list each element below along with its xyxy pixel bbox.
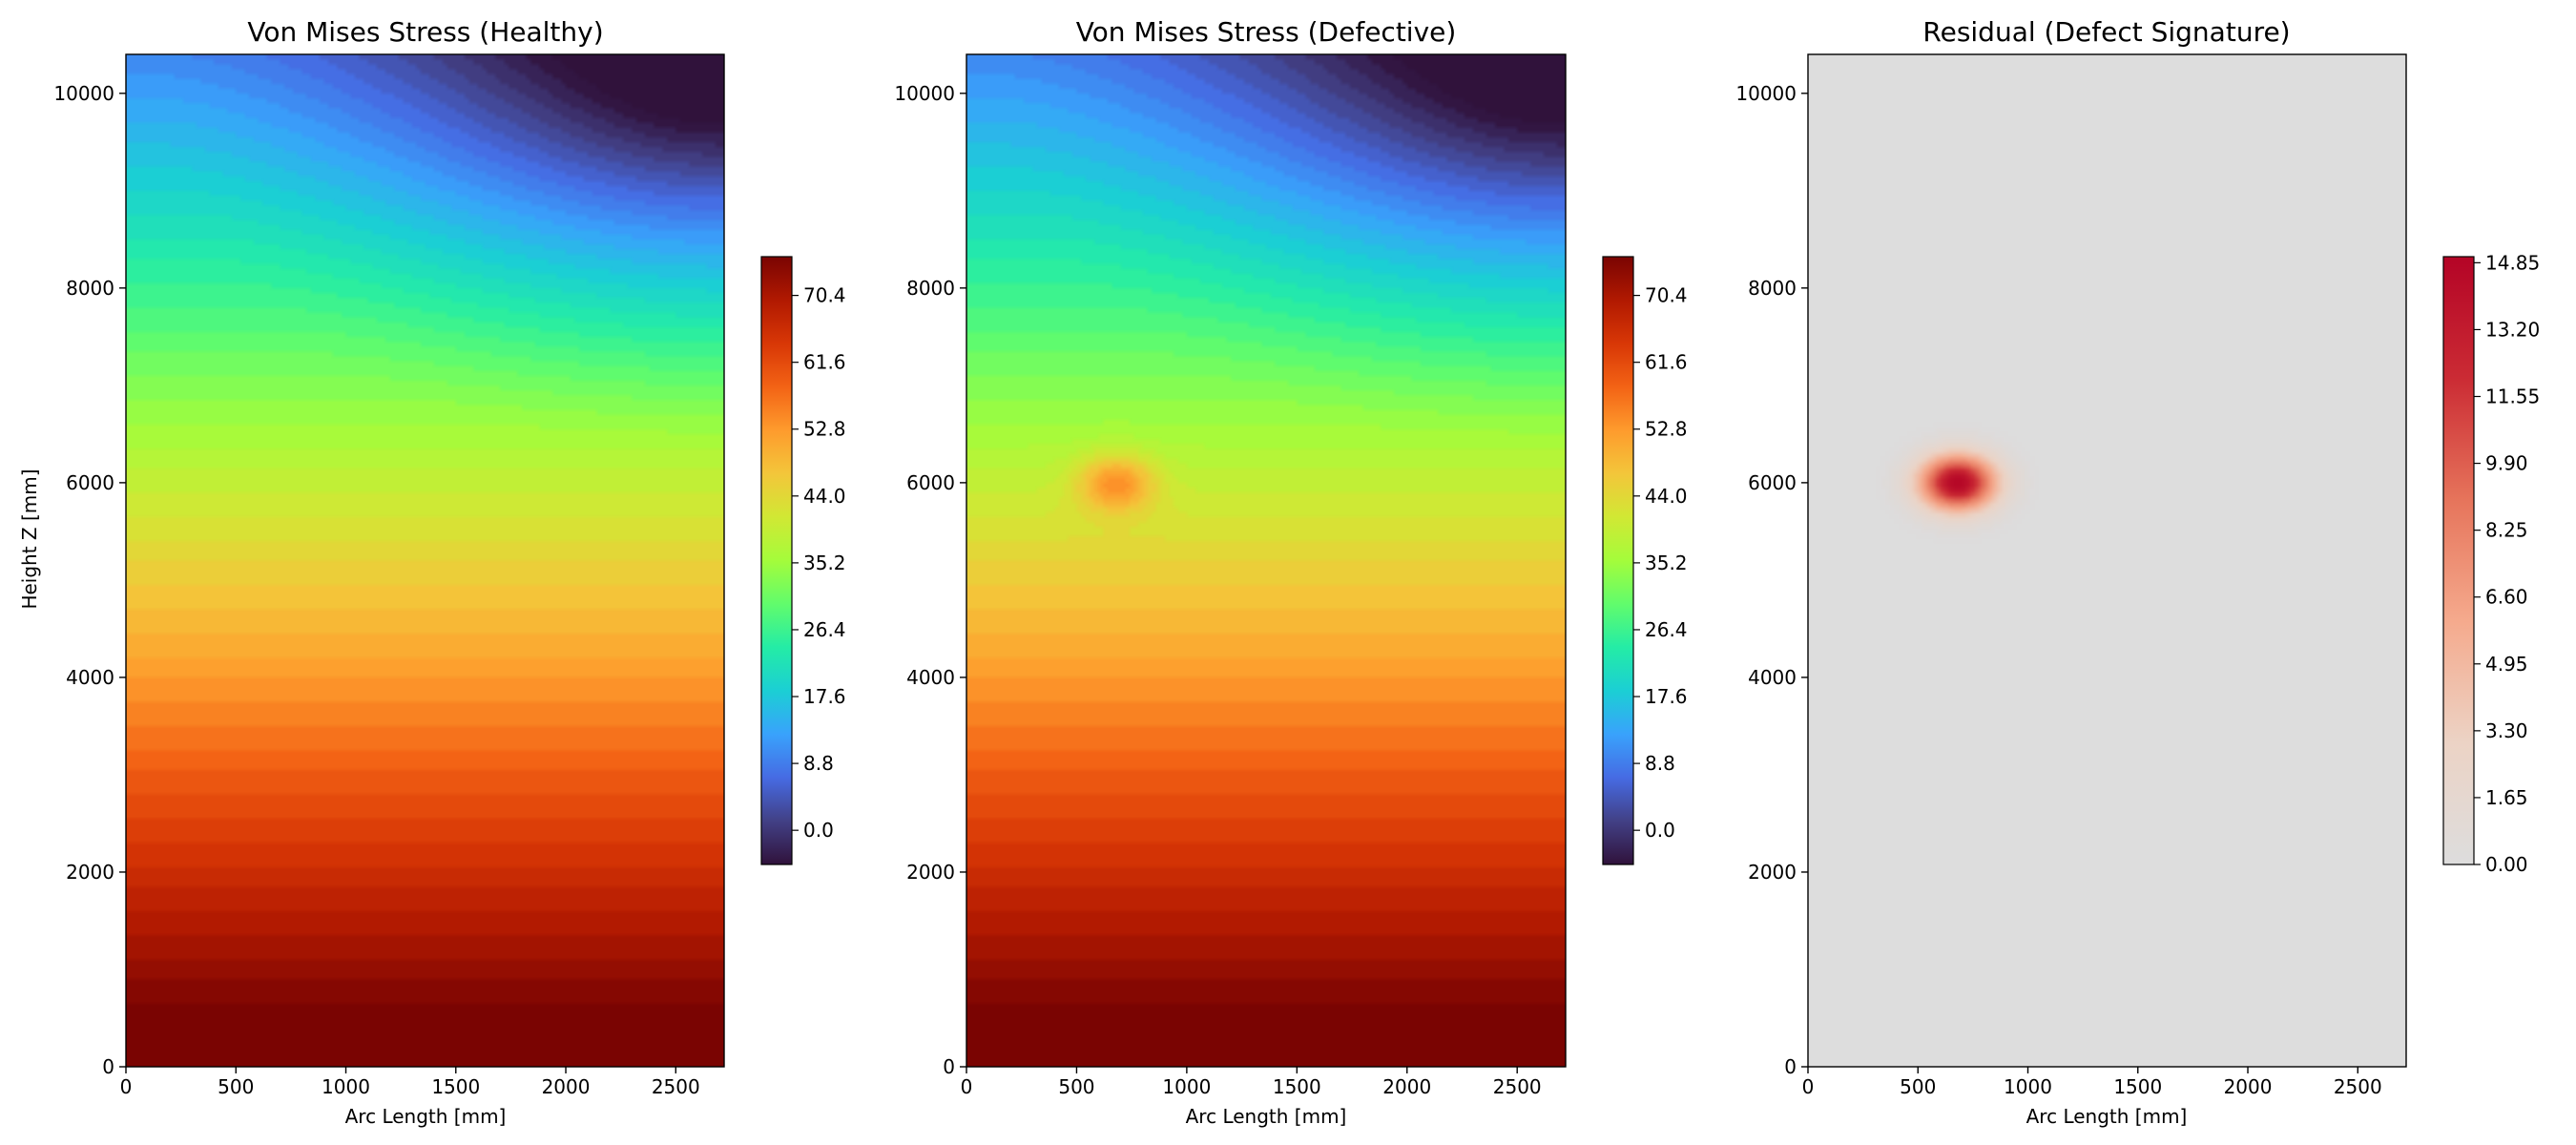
x-tick-label: 1500 (1273, 1075, 1321, 1098)
y-tick-label: 0 (1784, 1055, 1797, 1078)
colorbar-tick-label: 17.6 (1645, 685, 1688, 708)
y-tick-label: 8000 (906, 277, 955, 300)
colorbar-tick-label: 3.30 (2485, 719, 2528, 742)
x-tick-label: 1500 (2113, 1075, 2162, 1098)
colorbar-gradient (2442, 256, 2475, 865)
y-tick-label: 4000 (906, 666, 955, 689)
colorbar-tick-label: 13.20 (2485, 318, 2540, 341)
panel-residual: Residual (Defect Signature) Arc Length [… (1735, 16, 2540, 1128)
heatmap-healthy: 0 500 1000 1500 2000 2500 0 2000 4000 6000 8000 100… (53, 53, 725, 1098)
x-tick-label: 2500 (1493, 1075, 1542, 1098)
colorbar-tick-label: 26.4 (1645, 618, 1688, 641)
panel-defective: Von Mises Stress (Defective) Arc Length … (894, 16, 1687, 1128)
heatmap-defective: 0 500 1000 1500 2000 2500 0 2000 4000 6000 8000 100… (894, 53, 1567, 1098)
heatmap-image (966, 54, 1566, 1067)
colorbar-defective: 0.0 8.8 17.6 26.4 35.2 44.0 52.8 61.6 70.4 (1602, 256, 1688, 865)
y-tick-label: 4000 (66, 666, 114, 689)
y-tick-label: 2000 (1748, 861, 1797, 884)
colorbar-tick-label: 1.65 (2485, 786, 2528, 809)
x-tick-label: 500 (218, 1075, 254, 1098)
colorbar-tick-label: 61.6 (803, 351, 846, 374)
x-tick-label: 500 (1900, 1075, 1936, 1098)
colorbar-tick-label: 26.4 (803, 618, 846, 641)
x-tick-label: 0 (1802, 1075, 1815, 1098)
colorbar-tick-label: 11.55 (2485, 385, 2540, 408)
y-tick-label: 0 (943, 1055, 955, 1078)
y-tick-label: 10000 (894, 82, 955, 105)
colorbar-tick-label: 9.90 (2485, 452, 2528, 475)
heatmap-residual: 0 500 1000 1500 2000 2500 0 2000 4000 6000 8000 100… (1735, 53, 2407, 1098)
colorbar-tick-label: 44.0 (1645, 485, 1688, 508)
x-tick-label: 1000 (322, 1075, 370, 1098)
y-tick-label: 4000 (1748, 666, 1797, 689)
x-tick-label: 0 (961, 1075, 973, 1098)
x-tick-label: 500 (1058, 1075, 1094, 1098)
panel-title-residual: Residual (Defect Signature) (1922, 16, 2290, 48)
y-tick-label: 2000 (906, 861, 955, 884)
colorbar-tick-label: 14.85 (2485, 251, 2540, 274)
x-tick-label: 1000 (2004, 1075, 2052, 1098)
y-tick-label: 8000 (1748, 277, 1797, 300)
colorbar-tick-label: 44.0 (803, 485, 846, 508)
y-tick-label: 8000 (66, 277, 114, 300)
colorbar-tick-label: 52.8 (803, 418, 846, 441)
panel-title-defective: Von Mises Stress (Defective) (1076, 16, 1457, 48)
x-axis-label-defective: Arc Length [mm] (1186, 1105, 1347, 1128)
y-tick-label: 2000 (66, 861, 114, 884)
x-tick-label: 0 (120, 1075, 133, 1098)
heatmap-image (126, 54, 724, 1067)
y-tick-label: 0 (102, 1055, 114, 1078)
x-tick-label: 2000 (2224, 1075, 2273, 1098)
x-axis-label-healthy: Arc Length [mm] (345, 1105, 507, 1128)
colorbar-tick-label: 0.0 (1645, 819, 1675, 842)
x-axis-label-residual: Arc Length [mm] (2026, 1105, 2188, 1128)
y-tick-label: 6000 (1748, 471, 1797, 494)
colorbar-healthy: 0.0 8.8 17.6 26.4 35.2 44.0 52.8 61.6 70.4 (760, 256, 846, 865)
x-tick-label: 2500 (2334, 1075, 2382, 1098)
x-tick-label: 1500 (431, 1075, 480, 1098)
x-tick-label: 1000 (1162, 1075, 1211, 1098)
colorbar-tick-label: 6.60 (2485, 586, 2528, 609)
colorbar-tick-label: 0.00 (2485, 853, 2528, 876)
x-tick-label: 2000 (1382, 1075, 1431, 1098)
y-tick-label: 10000 (1735, 82, 1797, 105)
axes-frame (1807, 53, 2407, 1068)
colorbar-tick-label: 52.8 (1645, 418, 1688, 441)
y-tick-label: 10000 (53, 82, 114, 105)
x-tick-label: 2000 (542, 1075, 591, 1098)
colorbar-tick-label: 4.95 (2485, 653, 2528, 676)
colorbar-tick-label: 61.6 (1645, 351, 1688, 374)
colorbar-tick-label: 70.4 (1645, 284, 1688, 307)
x-tick-label: 2500 (652, 1075, 700, 1098)
colorbar-tick-label: 35.2 (1645, 552, 1688, 574)
y-tick-label: 6000 (66, 471, 114, 494)
colorbar-tick-label: 35.2 (803, 552, 846, 574)
y-tick-label: 6000 (906, 471, 955, 494)
axes-frame (966, 53, 1567, 1068)
colorbar-tick-label: 70.4 (803, 284, 846, 307)
panel-healthy: Von Mises Stress (Healthy) Arc Length [m… (18, 16, 846, 1128)
colorbar-gradient (1602, 256, 1634, 865)
colorbar-tick-label: 17.6 (803, 685, 846, 708)
colorbar-tick-label: 0.0 (803, 819, 834, 842)
colorbar-tick-label: 8.8 (1645, 752, 1675, 775)
colorbar-tick-label: 8.25 (2485, 519, 2528, 542)
axes-frame (125, 53, 725, 1068)
y-axis-label-healthy: Height Z [mm] (18, 468, 41, 609)
colorbar-residual: 0.00 1.65 3.30 4.95 6.60 8.25 9.90 11.55 13.20 14… (2442, 251, 2540, 876)
heatmap-image (1808, 54, 2406, 1067)
colorbar-tick-label: 8.8 (803, 752, 834, 775)
panel-title-healthy: Von Mises Stress (Healthy) (247, 16, 603, 48)
colorbar-gradient (760, 256, 793, 865)
